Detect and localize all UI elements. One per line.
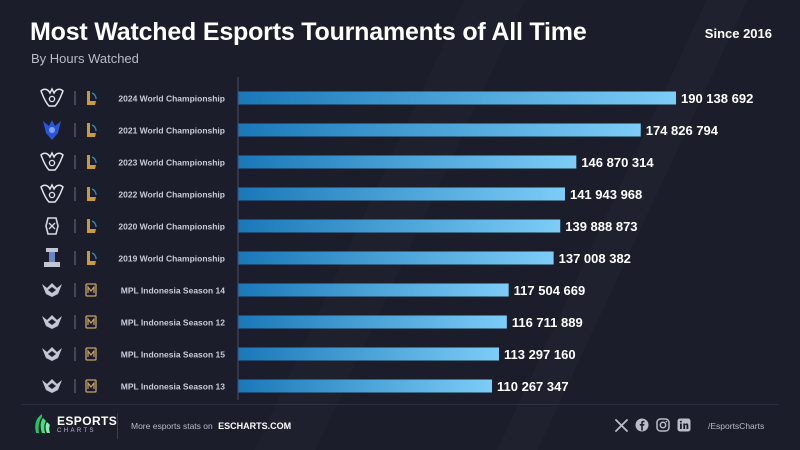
category-label: 2022 World Championship xyxy=(118,190,225,200)
mobile-legends-icon xyxy=(85,379,97,393)
mpl-indonesia-logo-icon xyxy=(42,283,62,297)
value-label: 116 711 889 xyxy=(512,315,583,330)
league-of-legends-icon xyxy=(87,187,97,201)
value-label: 110 267 347 xyxy=(497,379,569,394)
category-label: 2021 World Championship xyxy=(118,126,225,136)
bar xyxy=(238,315,507,329)
value-label: 141 943 968 xyxy=(570,187,642,202)
mpl-indonesia-logo-icon xyxy=(42,347,62,361)
worlds-logo-icon xyxy=(40,87,64,107)
category-label: 2019 World Championship xyxy=(118,254,225,264)
chart-row: MPL Indonesia Season 14 117 504 669 xyxy=(42,283,585,298)
since-label: Since 2016 xyxy=(704,26,772,41)
mpl-indonesia-logo-icon xyxy=(42,379,62,393)
category-label: MPL Indonesia Season 14 xyxy=(121,286,226,296)
footer-divider-line xyxy=(22,404,778,405)
worlds-2020-logo-icon xyxy=(45,217,59,235)
worlds-2019-logo-icon xyxy=(44,248,60,267)
chart-row: MPL Indonesia Season 12 116 711 889 xyxy=(42,315,583,330)
chart-row: 2024 World Championship 190 138 692 xyxy=(40,87,753,107)
social-handle[interactable]: /EsportsCharts xyxy=(708,421,765,431)
category-label: MPL Indonesia Season 13 xyxy=(121,382,226,392)
chart-row: 2023 World Championship 146 870 314 xyxy=(40,151,654,171)
mobile-legends-icon xyxy=(85,315,97,329)
category-label: 2024 World Championship xyxy=(118,94,225,104)
bar xyxy=(238,187,565,201)
value-label: 190 138 692 xyxy=(681,91,753,106)
footer-vertical-divider xyxy=(117,413,118,439)
esports-charts-leaf-icon xyxy=(35,414,50,433)
value-label: 113 297 160 xyxy=(504,347,576,362)
facebook-icon[interactable] xyxy=(635,418,649,432)
league-of-legends-icon xyxy=(87,123,97,137)
x-icon[interactable] xyxy=(614,418,628,432)
category-label: 2023 World Championship xyxy=(118,158,225,168)
promo-text: More esports stats on ESCHARTS.COM xyxy=(131,421,291,431)
chart-title: Most Watched Esports Tournaments of All … xyxy=(30,18,587,46)
instagram-icon[interactable] xyxy=(656,418,670,432)
linkedin-icon[interactable] xyxy=(677,418,691,432)
category-label: MPL Indonesia Season 12 xyxy=(121,318,226,328)
chart-subtitle: By Hours Watched xyxy=(31,51,139,66)
chart-row: MPL Indonesia Season 13 110 267 347 xyxy=(42,379,569,394)
promo-link[interactable]: ESCHARTS.COM xyxy=(218,421,292,431)
chart-rows: 2024 World Championship 190 138 692 2021 W… xyxy=(40,87,753,394)
bar xyxy=(238,251,554,265)
category-label: 2020 World Championship xyxy=(118,222,225,232)
value-label: 146 870 314 xyxy=(581,155,654,170)
bar xyxy=(238,123,641,137)
value-label: 137 008 382 xyxy=(559,251,631,266)
esports-charts-logo[interactable]: ESPORTS CHARTS xyxy=(32,413,117,435)
chart-row: 2020 World Championship 139 888 873 xyxy=(45,217,638,235)
chart-row: MPL Indonesia Season 15 113 297 160 xyxy=(42,347,576,362)
logo-main-text: ESPORTS xyxy=(57,413,118,428)
worlds-logo-icon xyxy=(40,183,64,203)
bar xyxy=(238,91,676,105)
value-label: 174 826 794 xyxy=(646,123,719,138)
mobile-legends-icon xyxy=(85,283,97,297)
logo-sub-text: CHARTS xyxy=(57,427,96,434)
mobile-legends-icon xyxy=(85,347,97,361)
bar xyxy=(238,155,577,169)
league-of-legends-icon xyxy=(87,155,97,169)
bar-chart: 2024 World Championship 190 138 692 2021 W… xyxy=(40,77,753,400)
mpl-indonesia-logo-icon xyxy=(42,315,62,329)
worlds-2021-logo-icon xyxy=(43,120,61,140)
league-of-legends-icon xyxy=(87,91,97,105)
bar xyxy=(238,219,561,233)
chart-row: 2019 World Championship 137 008 382 xyxy=(44,248,631,267)
category-label: MPL Indonesia Season 15 xyxy=(121,350,226,360)
bar xyxy=(238,347,499,361)
promo-label: More esports stats on xyxy=(131,421,213,431)
bar xyxy=(238,379,493,393)
social-links xyxy=(614,418,691,432)
chart-row: 2022 World Championship 141 943 968 xyxy=(40,183,642,203)
league-of-legends-icon xyxy=(87,219,97,233)
value-label: 139 888 873 xyxy=(565,219,637,234)
worlds-logo-icon xyxy=(40,151,64,171)
value-label: 117 504 669 xyxy=(514,283,586,298)
league-of-legends-icon xyxy=(87,251,97,265)
bar xyxy=(238,283,509,297)
chart-row: 2021 World Championship 174 826 794 xyxy=(43,120,719,140)
